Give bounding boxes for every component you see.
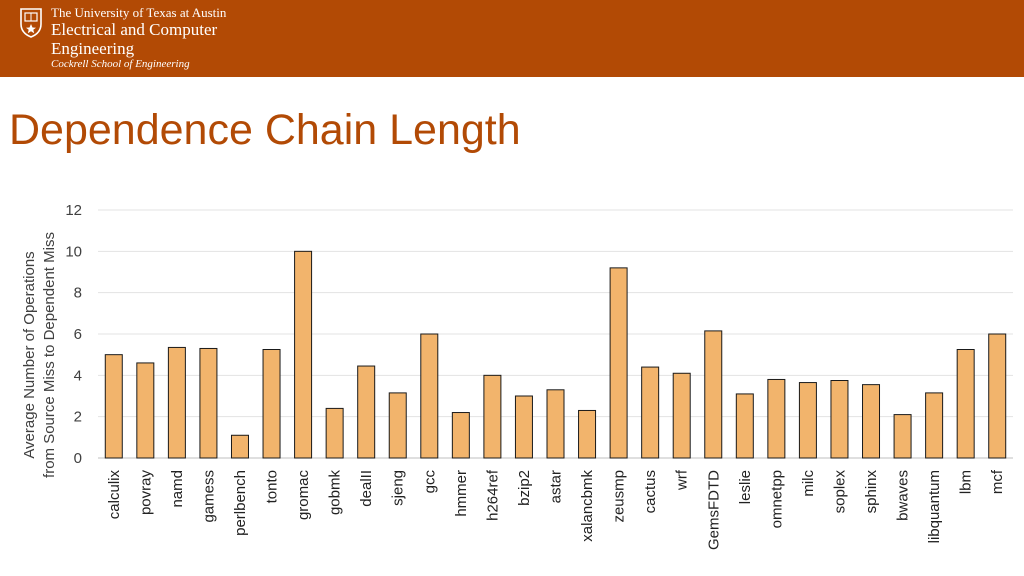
- x-category-label: tonto: [264, 470, 281, 503]
- x-category-label: xalancbmk: [579, 470, 596, 542]
- bar-bzip2: [514, 395, 533, 459]
- bar-h264ref: [483, 374, 502, 459]
- x-category-label: gobmk: [327, 470, 344, 516]
- y-tick-label: 0: [74, 450, 82, 467]
- bar-povray: [136, 362, 155, 459]
- x-category-labels: calculix povray namd gamess perlbench tonto gr…: [106, 469, 1006, 550]
- x-category-label: leslie: [737, 470, 754, 504]
- header-banner: The University of Texas at Austin Electr…: [0, 0, 1024, 77]
- x-category-label: GemsFDTD: [705, 470, 722, 550]
- bar-sphinx: [862, 384, 881, 459]
- bar-libquantum: [925, 392, 944, 459]
- department-name-line2: Engineering: [51, 39, 135, 58]
- y-tick-label: 6: [74, 326, 82, 343]
- bar-zeusmp: [609, 267, 628, 459]
- y-axis-title-line2: from Source Miss to Dependent Miss: [41, 232, 58, 478]
- department-name-line1: Electrical and Computer: [51, 20, 218, 39]
- y-axis-title: Average Number of Operations from Source…: [21, 232, 58, 478]
- bar-dealII: [357, 365, 376, 459]
- bars: [104, 250, 1007, 459]
- bar-hmmer: [451, 412, 470, 459]
- x-category-label: zeusmp: [611, 470, 628, 523]
- bar-tonto: [262, 349, 281, 459]
- y-tick-label: 10: [65, 243, 82, 260]
- bar-GemsFDTD: [704, 330, 723, 459]
- bar-namd: [167, 346, 186, 459]
- bar-xalancbmk: [578, 409, 597, 459]
- bar-bwaves: [893, 414, 912, 459]
- school-name: Cockrell School of Engineering: [51, 58, 190, 70]
- slide-title: Dependence Chain Length: [9, 106, 521, 154]
- x-category-label: calculix: [106, 470, 123, 520]
- x-category-label: mcf: [989, 469, 1006, 494]
- x-category-label: dealII: [358, 470, 375, 507]
- ut-seal-icon: [20, 8, 42, 38]
- bar-lbm: [956, 349, 975, 459]
- x-category-label: astar: [548, 470, 565, 503]
- y-tick-label: 2: [74, 409, 82, 426]
- bar-milc: [798, 382, 817, 459]
- bar-soplex: [830, 380, 849, 459]
- x-category-label: omnetpp: [768, 470, 785, 528]
- x-category-label: libquantum: [926, 470, 943, 543]
- bar-gromac: [294, 250, 313, 459]
- x-category-label: bzip2: [516, 470, 533, 506]
- x-category-label: gcc: [421, 470, 438, 494]
- university-name: The University of Texas at Austin: [51, 5, 227, 20]
- x-category-label: soplex: [831, 470, 848, 514]
- y-tick-label: 4: [74, 367, 82, 384]
- x-category-label: namd: [169, 470, 186, 508]
- bar-mcf: [988, 333, 1007, 459]
- bar-gcc: [420, 333, 439, 459]
- x-category-label: sphinx: [863, 470, 880, 514]
- x-category-label: perlbench: [232, 470, 249, 536]
- y-tick-label: 12: [65, 202, 82, 219]
- x-category-label: bwaves: [895, 470, 912, 521]
- bar-gamess: [199, 347, 218, 459]
- bar-perlbench: [230, 434, 249, 459]
- bar-wrf: [672, 372, 691, 459]
- x-category-label: povray: [137, 470, 154, 516]
- x-category-label: gromac: [295, 470, 312, 521]
- x-category-label: wrf: [674, 469, 691, 491]
- bar-astar: [546, 389, 565, 459]
- x-category-label: cactus: [642, 470, 659, 513]
- x-category-label: lbm: [958, 470, 975, 494]
- bar-gobmk: [325, 407, 344, 459]
- x-category-label: h264ref: [484, 469, 501, 521]
- x-category-label: sjeng: [390, 470, 407, 506]
- y-axis-title-line1: Average Number of Operations: [21, 251, 38, 458]
- bar-leslie: [735, 393, 754, 459]
- y-tick-labels: 0 2 4 6 8 10 12: [65, 202, 82, 467]
- x-category-label: hmmer: [453, 470, 470, 517]
- bar-calculix: [104, 354, 123, 459]
- y-tick-label: 8: [74, 285, 82, 302]
- x-category-label: milc: [800, 470, 817, 497]
- x-category-label: gamess: [200, 470, 217, 523]
- bar-cactus: [641, 366, 660, 459]
- bar-sjeng: [388, 392, 407, 459]
- bar-omnetpp: [767, 378, 786, 459]
